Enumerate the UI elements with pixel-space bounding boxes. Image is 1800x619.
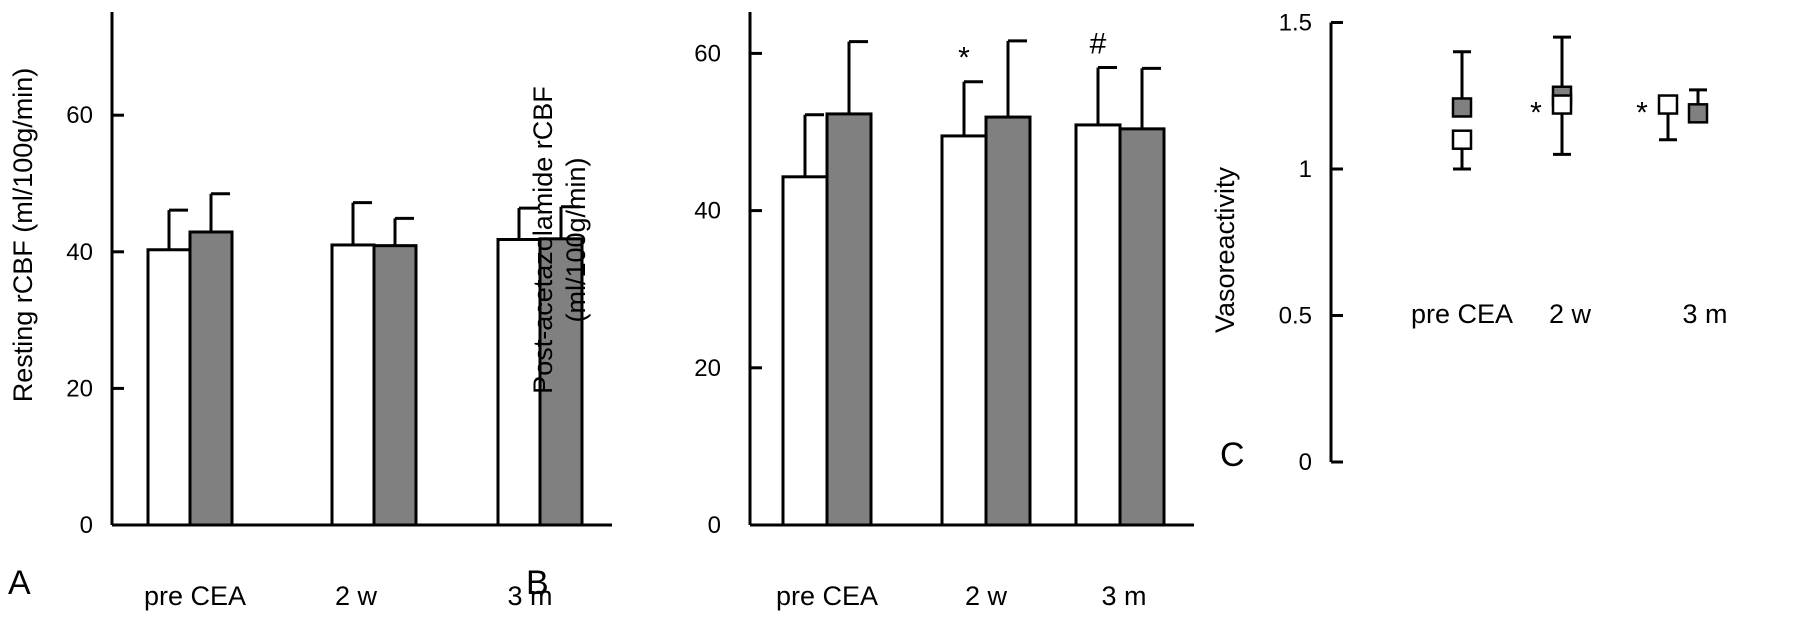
panel-c-tick-label-1.5: 1.5 [1279,10,1312,37]
panel-b-y-axis-label-line-1: Post-acetazolamide rCBF [528,86,558,394]
panel-0-tick-label-40: 40 [66,239,93,266]
panel-0-category-label-2: 3 m [507,581,552,611]
panel-b-label: B [526,564,549,602]
panel-1-annotation-1: # [1090,28,1107,61]
panel-0-series-0-bar-2 [496,238,542,527]
panel-c-series-1-marker-0 [1451,97,1473,118]
panel-1-series-0-bar-2 [1074,123,1122,527]
panel-0-series-1-bar-2 [538,237,584,527]
panel-c-series-0-marker-1 [1551,94,1573,115]
panel-1-tick-label-20: 20 [694,355,721,382]
panel-1-series-0-bar-0 [781,175,829,527]
panel-0-category-label-1: 2 w [335,581,378,611]
panel-0-tick-label-60: 60 [66,102,93,129]
panel-0-series-1-bar-1 [372,244,418,527]
panel-c-category-label-1: 2 w [1549,299,1592,329]
panel-c-tick-label-1: 1 [1299,156,1312,183]
panel-1-tick-label-60: 60 [694,40,721,67]
panel-1-tick-label-40: 40 [694,198,721,225]
panel-1-tick-label-0: 0 [708,512,721,539]
panel-1-category-label-0: pre CEA [776,581,878,611]
panel-1-series-1-bar-0 [825,112,873,527]
panel-c-y-axis-label: Vasoreactivity [1210,166,1240,333]
panel-c-annotation-0: * [1530,97,1542,130]
panel-1-series-0-bar-1 [940,134,988,527]
panel-1-series-1-bar-1 [984,115,1032,527]
panel-0-category-label-0: pre CEA [144,581,246,611]
panel-c-annotation-1: * [1636,97,1648,130]
panel-c-label: C [1220,436,1245,474]
panel-0-series-1-bar-0 [188,230,234,527]
panel-c-series-0-marker-0 [1451,129,1473,150]
panel-a: A Resting rCBF (ml/100g/min) 0 20 40 60 pre … [8,12,612,611]
panel-0-tick-label-0: 0 [80,512,93,539]
panel-0-series-0-bar-0 [146,248,192,527]
panel-c-category-label-0: pre CEA [1411,299,1513,329]
panel-1-series-1-bar-2 [1118,127,1166,527]
panel-0-series-0-bar-1 [330,243,376,527]
panel-0-tick-label-20: 20 [66,375,93,402]
panel-1-category-label-1: 2 w [965,581,1008,611]
panel-c: C Vasoreactivity 0 0.5 1 1.5 pre CEA 2 w 3 m * * [1210,10,1728,477]
panel-c-series-1-marker-2 [1687,103,1709,124]
panel-1-annotation-0: * [958,42,970,75]
panel-c-series-0-marker-2 [1657,94,1679,115]
panel-b-y-axis-label-line-2: (ml/100g/min) [561,157,591,322]
panel-1-category-label-2: 3 m [1101,581,1146,611]
panel-a-label: A [8,564,31,602]
panel-c-tick-label-0: 0 [1299,449,1312,476]
panel-a-y-axis-label: Resting rCBF (ml/100g/min) [8,68,38,403]
panel-c-category-label-2: 3 m [1682,299,1727,329]
panel-c-tick-label-0.5: 0.5 [1279,303,1312,330]
panel-b: B Post-acetazolamide rCBF (ml/100g/min) … [526,12,1194,611]
